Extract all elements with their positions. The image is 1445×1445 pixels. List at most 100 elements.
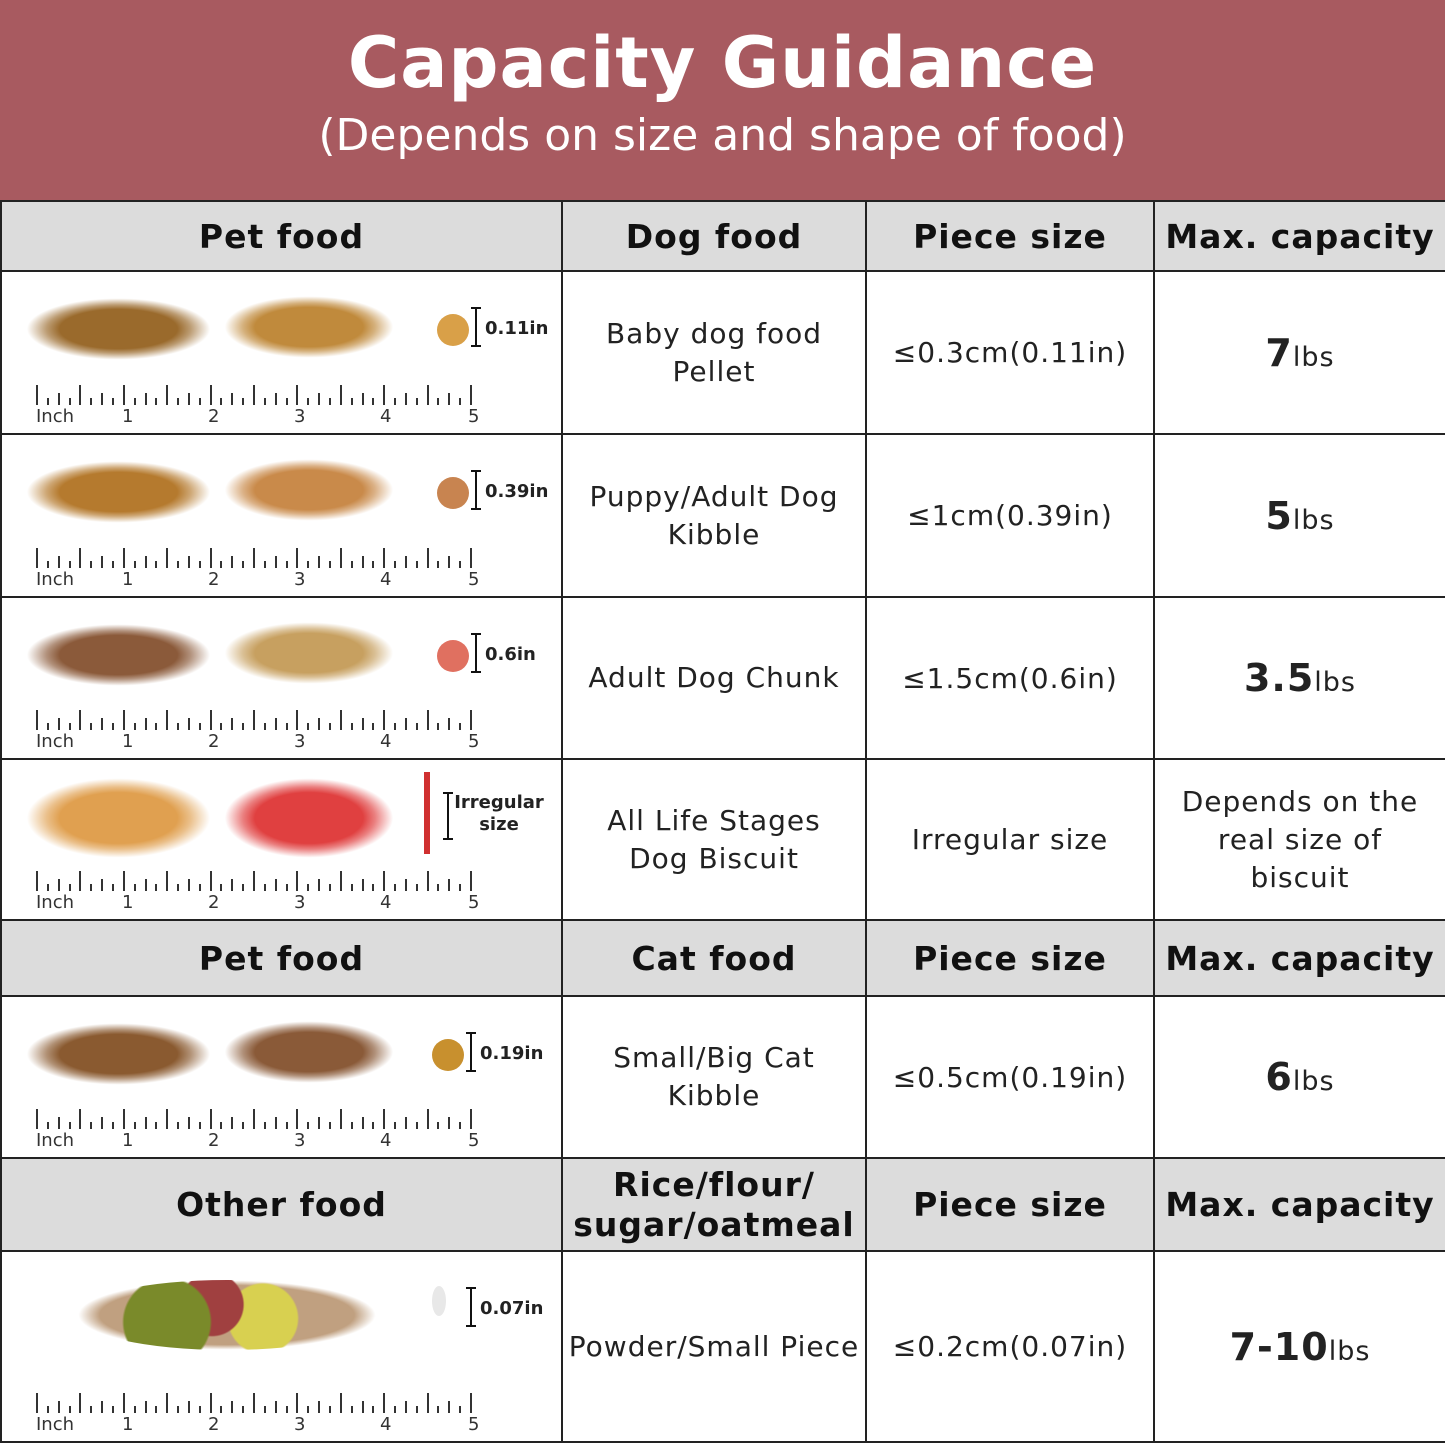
piece-size: Irregular size (911, 823, 1109, 856)
column-header: Max. capacity (1153, 200, 1445, 272)
ruler-tick (111, 1406, 114, 1413)
ruler-tick (459, 561, 462, 568)
ruler-tick (79, 548, 82, 568)
ruler-tick (339, 710, 342, 730)
ruler-tick (307, 398, 310, 405)
ruler-tick (220, 1406, 223, 1413)
ruler-tick (361, 718, 364, 730)
ruler-tick (231, 879, 234, 891)
ruler-tick (328, 884, 331, 891)
ruler-tick (285, 561, 288, 568)
food-pile-image (26, 298, 211, 360)
ruler-tick (57, 718, 60, 730)
max-capacity-value: 7-10 (1229, 1324, 1329, 1369)
ruler-tick (253, 871, 255, 891)
column-header: Piece size (865, 919, 1155, 997)
ruler-tick (101, 1401, 104, 1413)
ruler-tick (46, 884, 49, 891)
ruler-tick (448, 393, 451, 405)
ruler-tick (372, 561, 375, 568)
ruler-tick (177, 561, 180, 568)
ruler-tick (79, 385, 82, 405)
ruler-tick (166, 871, 169, 891)
food-piece-image (432, 1039, 464, 1071)
ruler-label: 3 (294, 1130, 306, 1151)
max-capacity-cell: 7-10lbs (1153, 1250, 1445, 1443)
ruler-unit-label: Inch (36, 1414, 75, 1435)
section-header-row: Pet food Cat food Piece size Max. capacity (0, 919, 1445, 997)
ruler-tick (242, 723, 245, 730)
ruler-label: 1 (122, 731, 134, 752)
ruler-tick (209, 710, 212, 730)
ruler-tick (285, 884, 288, 891)
ruler-tick (111, 1122, 114, 1129)
column-header: Cat food (561, 919, 867, 997)
ruler-tick (426, 1109, 429, 1129)
food-image-cell: 0.19in Inch 1 2 3 4 5 (0, 995, 563, 1159)
ruler-label: 5 (468, 1130, 480, 1151)
ruler-tick (79, 710, 82, 730)
ruler-tick (263, 723, 266, 730)
piece-size-label: 0.6in (485, 644, 536, 665)
piece-size: ≤0.5cm(0.19in) (892, 1060, 1128, 1094)
ruler-tick (122, 710, 125, 730)
ruler-tick (253, 385, 255, 405)
column-header: Max. capacity (1153, 919, 1445, 997)
ruler-tick (394, 884, 397, 891)
ruler-unit-label: Inch (36, 569, 75, 590)
ruler-tick (79, 1393, 82, 1413)
section-header-row: Other food Rice/flour/ sugar/oatmeal Piece… (0, 1157, 1445, 1252)
piece-size-cell: ≤0.5cm(0.19in) (865, 995, 1155, 1159)
table-row: 0.19in Inch 1 2 3 4 5 Small/Big Cat Kibble ≤0… (0, 995, 1445, 1159)
ruler-tick (46, 723, 49, 730)
food-type: Baby dog food Pellet (605, 316, 823, 388)
ruler-tick (274, 718, 277, 730)
max-capacity-cell: 3.5lbs (1153, 596, 1445, 760)
ruler-tick (296, 710, 299, 730)
ruler-tick (361, 1117, 364, 1129)
ruler-tick (274, 1117, 277, 1129)
piece-size-label: 0.07in (480, 1298, 544, 1319)
max-capacity-value: 5 (1265, 493, 1293, 538)
food-pile-image (26, 778, 211, 858)
max-capacity-unit: lbs (1292, 341, 1335, 373)
ruler-tick (79, 871, 82, 891)
table-row: 0.6in Inch 1 2 3 4 5 Adult Dog Chunk ≤1.5cm(0… (0, 596, 1445, 760)
size-bracket-icon (471, 633, 485, 673)
max-capacity-unit: lbs (1292, 504, 1335, 536)
ruler-tick (383, 548, 386, 568)
ruler-tick (372, 1122, 375, 1129)
ruler-tick (36, 871, 38, 891)
food-image-cell: 0.39in Inch 1 2 3 4 5 (0, 433, 563, 598)
ruler-tick (404, 556, 407, 568)
ruler-tick (296, 548, 299, 568)
column-header: Piece size (865, 200, 1155, 272)
ruler-tick (198, 1406, 201, 1413)
column-header: Max. capacity (1153, 1157, 1445, 1252)
ruler-tick (46, 561, 49, 568)
ruler-tick (361, 556, 364, 568)
piece-size-cell: ≤1.5cm(0.6in) (865, 596, 1155, 760)
ruler-tick (36, 710, 38, 730)
ruler-tick (470, 871, 472, 891)
ruler-tick (220, 1122, 223, 1129)
food-pile-image (224, 778, 394, 858)
column-header: Pet food (0, 200, 563, 272)
piece-size-cell: ≤0.2cm(0.07in) (865, 1250, 1155, 1443)
ruler-tick (198, 723, 201, 730)
ruler-label: 4 (380, 569, 392, 590)
ruler-unit-label: Inch (36, 406, 75, 427)
ruler-tick (133, 1406, 136, 1413)
ruler-tick (122, 1109, 125, 1129)
ruler-tick (90, 1122, 93, 1129)
ruler-tick (448, 1401, 451, 1413)
ruler-tick (448, 1117, 451, 1129)
piece-size-label: Irregular size (454, 792, 544, 835)
food-pile-image (26, 461, 211, 523)
food-piece-image (437, 640, 469, 672)
max-capacity-cell: 6lbs (1153, 995, 1445, 1159)
ruler-tick (166, 1393, 169, 1413)
ruler-tick (111, 398, 114, 405)
table-row: 0.39in Inch 1 2 3 4 5 Puppy/Adult Dog Kibble … (0, 433, 1445, 598)
ruler-tick (166, 385, 169, 405)
